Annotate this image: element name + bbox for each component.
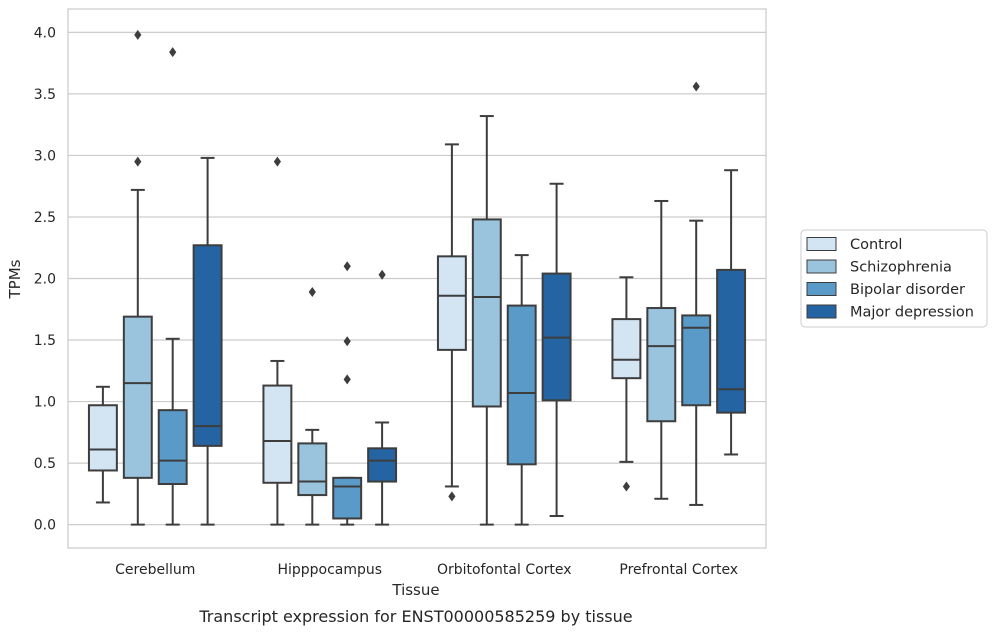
box-major-depression [716,169,747,456]
outlier-point [169,47,177,58]
box-bipolar-disorder [681,81,712,506]
outlier-point [343,261,351,272]
legend-label: Major depression [850,305,974,321]
legend-swatch [806,282,837,296]
box-major-depression [192,156,223,526]
legend-item: Schizophrenia [806,259,952,276]
box-iqr [506,304,537,466]
y-tick-label: 3.5 [34,87,56,103]
box-iqr [646,307,677,423]
box-bipolar-disorder [332,261,363,526]
plot-frame [67,8,767,549]
box-iqr [367,447,398,483]
x-axis-label: Tissue [391,581,439,599]
legend-swatch [806,259,837,274]
y-axis-label: TPMs [6,259,24,299]
outlier-point [448,491,456,502]
box-iqr [157,409,188,486]
outlier-point [692,81,700,92]
outlier-point [308,287,316,298]
y-tick-label: 1.0 [34,395,56,411]
legend-item: Major depression [806,304,974,321]
box-iqr [681,314,712,407]
legend-item: Control [806,237,902,253]
chart-caption: Transcript expression for ENST0000058525… [198,607,632,626]
box-schizophrenia [122,29,153,526]
legend-item: Bipolar disorder [806,282,965,298]
box-control [87,385,118,504]
outlier-point [134,29,142,40]
y-tick-label: 0.0 [34,518,56,534]
box-iqr [471,218,502,408]
outlier-point [343,374,351,385]
box-iqr [122,315,153,479]
box-iqr [611,318,642,380]
outlier-point [273,156,281,167]
legend-frame [800,229,988,328]
legend-swatch [806,304,837,319]
box-iqr [716,268,747,414]
box-major-depression [367,269,398,526]
x-tick-label: Hipppocampus [277,562,382,578]
outlier-point [622,481,630,492]
x-axis-ticks: Cerebellum Hipppocampus Orbitofontal Corte… [115,562,738,578]
box-schizophrenia [471,115,502,526]
y-tick-label: 1.5 [34,333,56,349]
x-tick-label: Orbitofontal Cortex [437,562,572,578]
x-tick-label: Prefrontal Cortex [619,562,738,578]
box-bipolar-disorder [506,254,537,526]
box-control [611,276,642,492]
box-schizophrenia [297,287,328,526]
y-tick-label: 2.0 [34,272,56,288]
legend: Control Schizophrenia Bipolar disorder Majo… [800,229,988,328]
box-major-depression [541,182,572,518]
box-iqr [332,476,363,520]
box-iqr [297,442,328,497]
box-iqr [436,255,467,351]
y-tick-label: 2.5 [34,210,56,226]
box-iqr [87,404,118,472]
box-schizophrenia [646,199,677,500]
legend-label: Schizophrenia [850,260,952,276]
outlier-point [134,156,142,167]
outlier-point [343,336,351,347]
y-tick-label: 3.0 [34,148,56,164]
legend-label: Bipolar disorder [850,282,965,298]
y-axis-ticks: 0.0 0.5 1.0 1.5 2.0 2.5 3.0 3.5 4.0 [34,25,56,533]
legend-label: Control [850,237,902,253]
plot-boxes [87,29,747,526]
y-tick-label: 4.0 [34,25,56,41]
box-iqr [262,384,293,484]
x-tick-label: Cerebellum [115,562,195,578]
box-iqr [192,244,223,447]
box-control [436,143,467,502]
outlier-point [378,269,386,280]
box-control [262,156,293,526]
legend-swatch [806,237,837,251]
y-tick-label: 0.5 [34,456,56,472]
box-bipolar-disorder [157,47,188,526]
